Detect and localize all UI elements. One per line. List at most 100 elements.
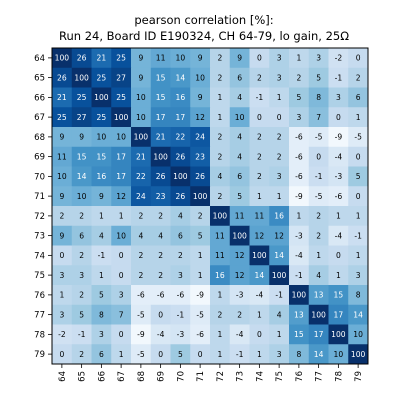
heatmap-cell — [229, 324, 250, 345]
heatmap-cell — [328, 206, 349, 227]
heatmap-cell — [269, 344, 290, 365]
heatmap-cell-value: 1 — [217, 291, 222, 300]
heatmap-cell — [71, 285, 92, 306]
heatmap-cell-value: 17 — [116, 152, 126, 161]
heatmap-cell — [328, 87, 349, 108]
heatmap-cell-value: 0 — [158, 350, 163, 359]
heatmap-cell-value: 1 — [217, 113, 222, 122]
heatmap-cell — [348, 107, 369, 128]
heatmap-cell-value: 0 — [356, 54, 361, 63]
heatmap-cell — [131, 344, 152, 365]
heatmap-cell — [289, 186, 310, 207]
heatmap-cell-value: 15 — [156, 93, 166, 102]
heatmap-cell-value: 2 — [138, 271, 143, 280]
heatmap-cell-value: -3 — [335, 172, 343, 181]
heatmap-cell — [289, 285, 310, 306]
heatmap-cell — [348, 206, 369, 227]
heatmap-cell-value: 3 — [178, 271, 183, 280]
heatmap-cell-value: 15 — [97, 152, 107, 161]
heatmap-cell — [150, 285, 171, 306]
heatmap-cell-value: 16 — [176, 93, 186, 102]
heatmap-cell — [71, 304, 92, 325]
heatmap-cell-value: 4 — [277, 310, 282, 319]
heatmap-cell — [328, 225, 349, 246]
y-tick-label: 76 — [34, 291, 45, 301]
heatmap-cell-value: -5 — [315, 133, 323, 142]
heatmap-cell-value: 4 — [237, 93, 242, 102]
heatmap-cell — [131, 206, 152, 227]
heatmap-cell-value: 1 — [198, 251, 203, 260]
heatmap-cell — [91, 87, 112, 108]
heatmap-cell-value: 0 — [356, 152, 361, 161]
heatmap-cell-value: -5 — [315, 192, 323, 201]
heatmap-cell-value: 3 — [277, 73, 282, 82]
y-tick-label: 78 — [34, 330, 45, 340]
heatmap-cell-value: 11 — [255, 212, 265, 221]
heatmap-cell-value: 0 — [119, 330, 124, 339]
heatmap-cell — [328, 324, 349, 345]
heatmap-cell — [328, 107, 349, 128]
heatmap-cell-value: 8 — [296, 350, 301, 359]
heatmap-cell — [328, 186, 349, 207]
heatmap-cell-value: 6 — [237, 73, 242, 82]
heatmap-cell-value: 10 — [136, 113, 146, 122]
heatmap-cell-value: 100 — [351, 350, 366, 359]
heatmap-cell-value: -2 — [335, 54, 343, 63]
heatmap-cell — [150, 107, 171, 128]
heatmap-cell-value: 10 — [195, 73, 205, 82]
heatmap-cell — [210, 265, 231, 286]
heatmap-cell — [71, 245, 92, 266]
heatmap-cell-value: 10 — [235, 113, 245, 122]
heatmap-cell — [249, 285, 270, 306]
heatmap-cell-value: 1 — [257, 350, 262, 359]
heatmap-cell-value: 23 — [156, 192, 166, 201]
heatmap-cell-value: 5 — [99, 291, 104, 300]
heatmap-cell-value: 1 — [217, 330, 222, 339]
heatmap-cells — [52, 48, 369, 365]
heatmap-cell — [170, 344, 191, 365]
heatmap-cell — [111, 304, 132, 325]
heatmap-cell — [328, 245, 349, 266]
heatmap-cell-value: 3 — [356, 271, 361, 280]
heatmap-cell — [170, 67, 191, 88]
heatmap-cell — [71, 67, 92, 88]
heatmap-cell — [348, 324, 369, 345]
y-tick-label: 74 — [34, 251, 45, 261]
heatmap-cell — [71, 206, 92, 227]
heatmap-cell — [308, 265, 329, 286]
heatmap-cell — [131, 67, 152, 88]
heatmap-cell-value: 2 — [217, 133, 222, 142]
heatmap-cell-value: 2 — [198, 212, 203, 221]
heatmap-cell-value: 3 — [99, 330, 104, 339]
heatmap-cell — [210, 285, 231, 306]
heatmap-cell — [170, 146, 191, 167]
heatmap-cell — [52, 67, 73, 88]
heatmap-cell-value: 26 — [176, 192, 186, 201]
heatmap-cell — [328, 166, 349, 187]
heatmap-cell — [170, 127, 191, 148]
heatmap-cell — [131, 265, 152, 286]
heatmap-cell — [249, 166, 270, 187]
heatmap-cell — [170, 206, 191, 227]
heatmap-cell — [229, 265, 250, 286]
heatmap-cell-value: 25 — [77, 93, 87, 102]
heatmap-cell-value: 100 — [114, 113, 129, 122]
heatmap-cell — [111, 285, 132, 306]
heatmap-cell — [348, 225, 369, 246]
heatmap-cell-value: 27 — [116, 73, 126, 82]
heatmap-cell-value: 2 — [158, 251, 163, 260]
heatmap-cell-value: 100 — [153, 152, 168, 161]
heatmap-cell — [71, 87, 92, 108]
heatmap-cell-value: 2 — [277, 152, 282, 161]
heatmap-cell-value: 3 — [277, 172, 282, 181]
heatmap-cell — [150, 206, 171, 227]
heatmap-cell-value: 2 — [158, 212, 163, 221]
heatmap-cell — [52, 285, 73, 306]
heatmap-cell — [348, 304, 369, 325]
heatmap-cell — [170, 285, 191, 306]
heatmap-cell — [328, 146, 349, 167]
heatmap-cell — [190, 285, 211, 306]
plot-frame — [51, 47, 369, 365]
heatmap-cell-value: 5 — [356, 172, 361, 181]
heatmap-cell-value: 14 — [353, 310, 363, 319]
